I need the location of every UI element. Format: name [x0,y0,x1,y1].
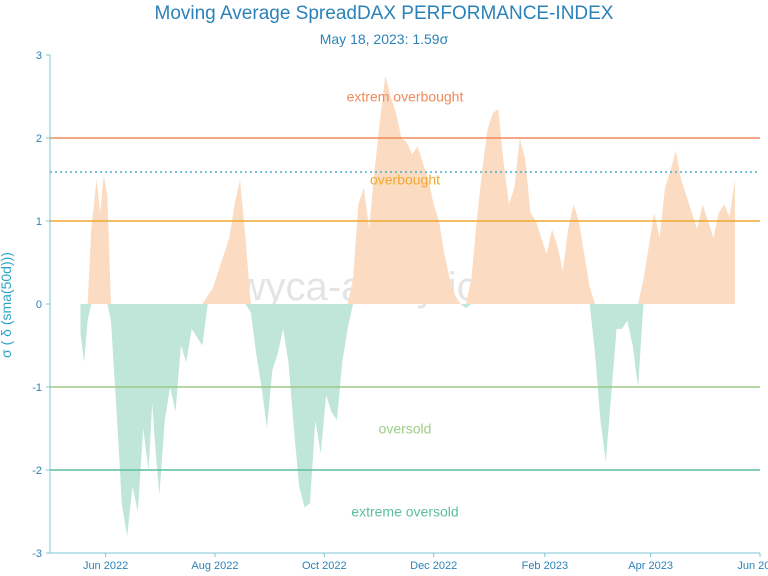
x-tick-label-0: Jun 2022 [83,560,128,572]
x-tick-label-5: Apr 2023 [628,560,673,572]
y-tick-label-2: -1 [32,382,42,394]
x-tick-label-2: Oct 2022 [302,560,347,572]
y-tick-label-4: 1 [36,216,42,228]
y-tick-label-3: 0 [36,299,42,311]
y-tick-label-5: 2 [36,133,42,145]
chart-title: Moving Average SpreadDAX PERFORMANCE-IND… [154,3,614,24]
band-label-3: oversold [379,421,432,437]
area-negative-series-0 [80,304,735,537]
y-tick-label-1: -2 [32,465,42,477]
y-tick-label-0: -3 [32,548,42,560]
area-positive-series-0 [80,75,735,304]
band-label-4: extreme oversold [351,504,458,520]
x-tick-label-3: Dec 2022 [410,560,457,572]
band-label-0: extrem overbought [347,89,464,105]
chart-subtitle: May 18, 2023: 1.59σ [319,31,449,47]
x-tick-label-1: Aug 2022 [191,560,238,572]
band-label-2: overbought [370,172,440,188]
x-tick-label-6: Jun 2023 [737,560,768,572]
x-tick-label-4: Feb 2023 [522,560,568,572]
y-tick-label-6: 3 [36,50,42,62]
